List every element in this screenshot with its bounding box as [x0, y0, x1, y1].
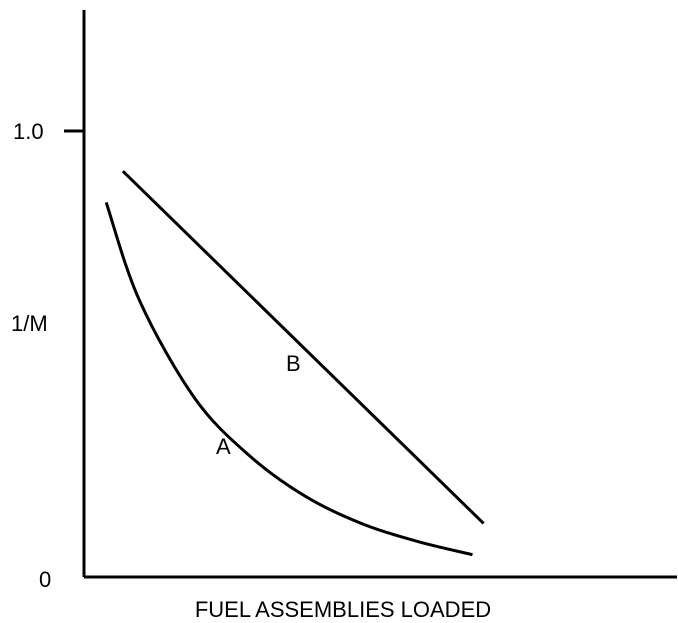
series-line-b	[121, 170, 485, 525]
series-label-a: A	[216, 434, 231, 459]
y-tick-label-0: 0	[39, 567, 51, 592]
y-axis-label: 1/M	[11, 311, 48, 336]
x-axis-label: FUEL ASSEMBLIES LOADED	[195, 597, 491, 622]
tick-layer: 01.0	[13, 119, 84, 592]
y-tick-label-1: 1.0	[13, 119, 44, 144]
series-line-a	[104, 201, 473, 557]
series-label-b: B	[286, 351, 301, 376]
